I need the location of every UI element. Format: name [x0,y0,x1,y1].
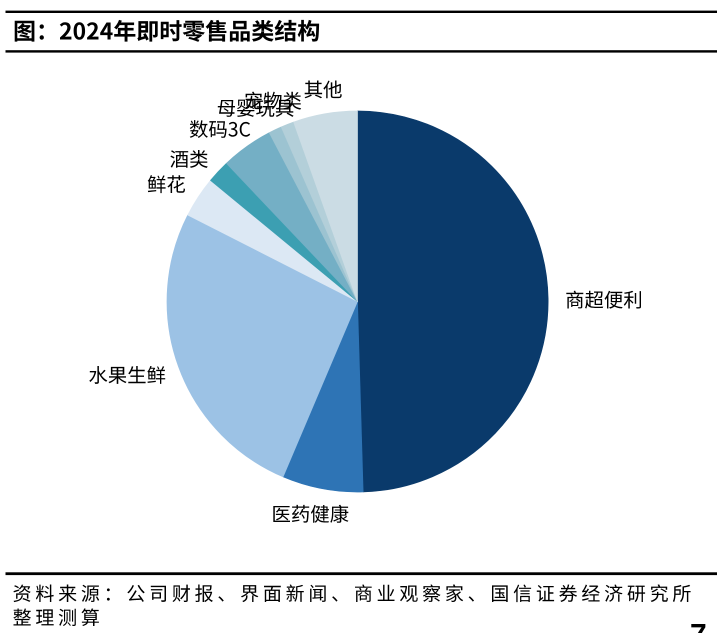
svg-text:7: 7 [690,619,707,633]
